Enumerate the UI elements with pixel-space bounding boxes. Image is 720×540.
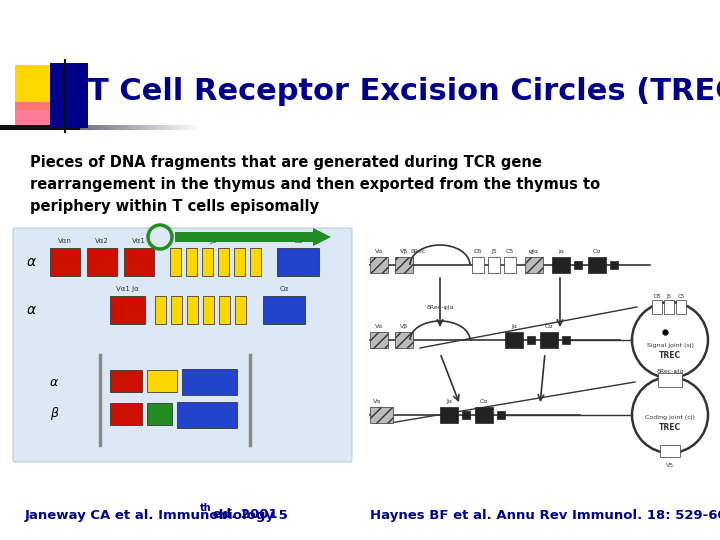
Bar (658, 373, 682, 387)
Text: Coding joint (cj): Coding joint (cj) (645, 415, 695, 420)
Bar (15, 102, 60, 130)
Text: C5: C5 (506, 249, 514, 254)
Text: Vα: Vα (373, 399, 381, 404)
Bar (263, 296, 305, 324)
Text: Vβ: Vβ (400, 324, 408, 329)
Text: Cα: Cα (279, 286, 289, 292)
Text: Cα: Cα (293, 238, 302, 244)
Text: TREC: TREC (659, 423, 681, 433)
Bar (87, 248, 117, 276)
Bar (219, 296, 230, 324)
Text: Jα: Jα (511, 324, 517, 329)
Text: T Cell Receptor Excision Circles (TREC): T Cell Receptor Excision Circles (TREC) (88, 78, 720, 106)
Bar (277, 248, 319, 276)
Text: Pieces of DNA fragments that are generated during TCR gene
rearrangement in the : Pieces of DNA fragments that are generat… (30, 155, 600, 214)
Text: Janeway CA et al. Immunobiology 5: Janeway CA et al. Immunobiology 5 (25, 509, 289, 522)
Bar (497, 411, 505, 419)
Text: Jα: Jα (211, 238, 217, 244)
Text: α: α (27, 303, 36, 317)
Bar (475, 407, 493, 423)
Bar (50, 248, 80, 276)
Bar (250, 248, 261, 276)
Bar (462, 411, 470, 419)
Bar (395, 257, 413, 273)
Bar (552, 257, 570, 273)
Bar (527, 336, 535, 344)
Bar (505, 332, 523, 348)
FancyBboxPatch shape (13, 228, 352, 462)
Text: Vα: Vα (375, 249, 383, 254)
Bar (171, 296, 182, 324)
Text: Vα: Vα (375, 324, 383, 329)
Bar (110, 403, 142, 425)
Bar (395, 332, 413, 348)
Bar (0, 125, 80, 130)
Bar (186, 248, 197, 276)
Text: Vβ: Vβ (400, 249, 408, 254)
Bar (177, 402, 237, 428)
Bar (488, 257, 500, 273)
Bar (110, 370, 142, 392)
Bar (370, 257, 388, 273)
Text: Signal joint (sj): Signal joint (sj) (647, 342, 693, 348)
Bar (202, 248, 213, 276)
Bar (182, 369, 237, 395)
Text: Haynes BF et al. Annu Rev Immunol. 18: 529-60, 2000: Haynes BF et al. Annu Rev Immunol. 18: 5… (370, 509, 720, 522)
Bar (588, 257, 606, 273)
Bar (664, 300, 674, 314)
Bar (234, 248, 245, 276)
Text: Vα1 Jα: Vα1 Jα (116, 286, 138, 292)
Text: ed. 2001: ed. 2001 (208, 509, 277, 522)
Bar (203, 296, 214, 324)
Bar (170, 248, 181, 276)
Text: δRec: δRec (410, 249, 426, 254)
Text: Jα: Jα (558, 249, 564, 254)
Text: ψJα: ψJα (529, 249, 539, 254)
Text: Vα2: Vα2 (95, 238, 109, 244)
Bar (15, 65, 65, 110)
Bar (218, 248, 229, 276)
Bar (147, 403, 172, 425)
Bar (124, 248, 154, 276)
Text: th: th (200, 503, 212, 513)
Text: δRec-ψJα: δRec-ψJα (656, 369, 684, 374)
Bar (155, 296, 166, 324)
Bar (540, 332, 558, 348)
Text: J5: J5 (667, 294, 672, 299)
Bar (562, 336, 570, 344)
Text: Cα: Cα (545, 324, 553, 329)
Text: β: β (50, 408, 58, 421)
Bar (110, 296, 145, 324)
Bar (574, 261, 582, 269)
Text: J5: J5 (491, 249, 497, 254)
Bar (440, 407, 458, 423)
Text: Cα: Cα (480, 399, 488, 404)
Bar (660, 445, 680, 457)
Bar (652, 300, 662, 314)
FancyArrow shape (175, 228, 331, 246)
Text: V5: V5 (666, 463, 674, 468)
Bar (472, 257, 484, 273)
Bar (50, 63, 88, 128)
Bar (370, 332, 388, 348)
Text: D5: D5 (474, 249, 482, 254)
Bar (504, 257, 516, 273)
Text: Cα: Cα (593, 249, 601, 254)
Bar (525, 257, 543, 273)
Bar (676, 300, 686, 314)
Text: α: α (50, 375, 58, 388)
Text: α: α (27, 255, 36, 269)
Text: C5: C5 (678, 294, 685, 299)
Bar (370, 407, 393, 423)
Bar (147, 370, 177, 392)
Text: Jα: Jα (446, 399, 452, 404)
Text: δRec-ψJα: δRec-ψJα (426, 305, 454, 310)
Text: D5: D5 (653, 294, 661, 299)
Text: TREC: TREC (659, 352, 681, 361)
Bar (187, 296, 198, 324)
Text: Vαn: Vαn (58, 238, 72, 244)
Bar (235, 296, 246, 324)
Text: Vα1: Vα1 (132, 238, 146, 244)
Bar (610, 261, 618, 269)
